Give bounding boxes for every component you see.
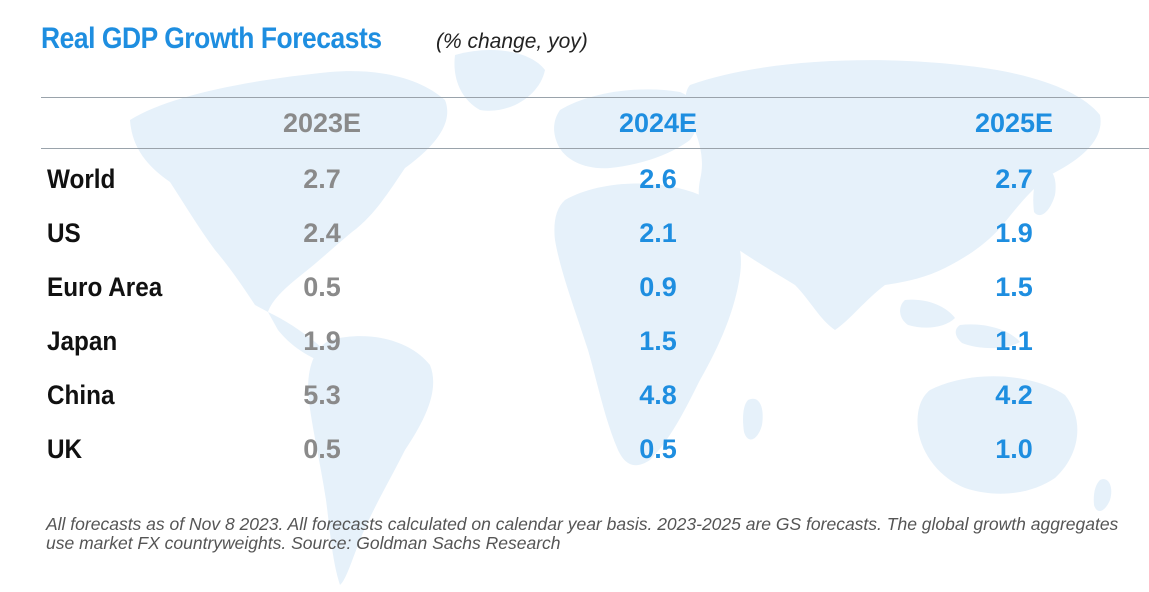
value-cell-world-2025e: 2.7: [995, 164, 1033, 194]
value-cell-china-2024e: 4.8: [639, 380, 677, 410]
value-cell-us-2024e: 2.1: [639, 218, 677, 248]
value-cell-world-2023e: 2.7: [303, 164, 341, 194]
value-cell-china-2023e: 5.3: [303, 380, 341, 410]
column-header-2024e: 2024E: [618, 108, 698, 138]
value-cell-uk-2025e: 1.0: [995, 434, 1033, 464]
chart-subtitle: (% change, yoy): [436, 30, 588, 53]
value-cell-japan-2023e: 1.9: [303, 326, 341, 356]
row-label-us: US: [47, 218, 81, 248]
value-cell-euro-area-2025e: 1.5: [995, 272, 1033, 302]
column-header-2023e: 2023E: [282, 108, 362, 138]
value-cell-uk-2024e: 0.5: [639, 434, 677, 464]
value-cell-us-2023e: 2.4: [303, 218, 341, 248]
value-cell-us-2025e: 1.9: [995, 218, 1033, 248]
row-label-uk: UK: [47, 434, 83, 464]
footnote: All forecasts as of Nov 8 2023. All fore…: [46, 514, 1119, 553]
column-header-2025e: 2025E: [974, 108, 1054, 138]
value-cell-euro-area-2024e: 0.9: [639, 272, 677, 302]
chart-title: Real GDP Growth Forecasts: [41, 22, 382, 55]
title-row: Real GDP Growth Forecasts (% change, yoy…: [41, 22, 588, 56]
value-cell-japan-2024e: 1.5: [639, 326, 677, 356]
value-cell-world-2024e: 2.6: [639, 164, 677, 194]
value-cell-uk-2023e: 0.5: [303, 434, 341, 464]
header-top-rule: [41, 97, 1149, 98]
row-label-euro-area: Euro Area: [47, 272, 163, 302]
header-bottom-rule: [41, 148, 1149, 149]
value-cell-china-2025e: 4.2: [995, 380, 1033, 410]
value-cell-japan-2025e: 1.1: [995, 326, 1033, 356]
value-cell-euro-area-2023e: 0.5: [303, 272, 341, 302]
row-label-japan: Japan: [47, 326, 118, 356]
row-label-world: World: [47, 164, 116, 194]
row-label-china: China: [47, 380, 115, 410]
